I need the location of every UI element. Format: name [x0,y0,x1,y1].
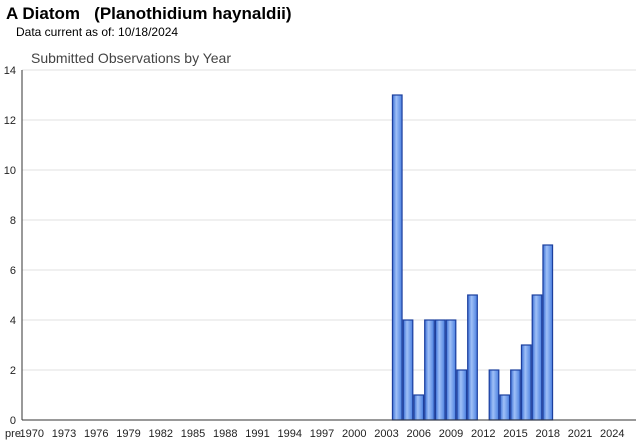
page-title: A Diatom (Planothidium haynaldii) [6,4,292,23]
x-tick-label: 2012 [471,428,495,440]
y-tick-label: 14 [4,65,16,77]
bar-2017 [531,294,543,421]
bar-2016 [520,344,532,421]
y-tick-label: 4 [10,315,16,327]
data-current-date: Data current as of: 10/18/2024 [16,25,179,39]
x-tick-label: 1997 [310,428,334,440]
x-tick-label: 1976 [84,428,108,440]
x-tick-label: 2018 [536,428,560,440]
x-tick-label: pre [5,428,21,440]
x-tick-label: 2024 [600,428,624,440]
bar-2011 [467,294,478,421]
x-tick-label: 1970 [20,428,44,440]
x-tick-label: 1988 [213,428,237,440]
y-tick-labels: 0 2 4 6 8 10 12 14 [4,65,16,427]
bar-2014 [499,394,511,421]
bars [391,94,554,421]
bar-2004 [391,94,403,421]
axes [21,70,636,421]
x-tick-label: 1973 [52,428,76,440]
x-tick-label: 2009 [439,428,463,440]
x-tick-label: 2021 [568,428,592,440]
x-tick-label: 1994 [278,428,302,440]
bar-2013 [488,369,500,421]
x-tick-label: 1982 [149,428,173,440]
x-tick-label: 1991 [245,428,269,440]
bar-2010 [456,369,468,421]
y-tick-label: 0 [10,415,16,427]
chart-title: Submitted Observations by Year [31,50,231,66]
y-tick-label: 6 [10,265,16,277]
y-tick-label: 12 [4,115,16,127]
bar-2007 [424,319,435,421]
bar-2005 [402,319,414,421]
bar-2018 [542,244,554,421]
y-tick-label: 2 [10,365,16,377]
y-tick-label: 8 [10,215,16,227]
y-tick-label: 10 [4,165,16,177]
bar-2015 [510,369,521,421]
x-tick-label: 1979 [116,428,140,440]
x-tick-label: 2006 [407,428,431,440]
bar-2009 [445,319,457,421]
x-tick-label: 2000 [342,428,366,440]
x-tick-label: 1985 [181,428,205,440]
bar-2008 [434,319,446,421]
bar-2006 [413,394,425,421]
x-tick-label: 2003 [374,428,398,440]
x-tick-label: 2015 [503,428,527,440]
